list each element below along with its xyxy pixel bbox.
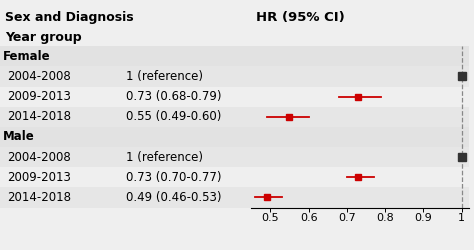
Text: 2004-2008: 2004-2008 bbox=[8, 150, 71, 164]
Text: 2009-2013: 2009-2013 bbox=[8, 171, 72, 184]
Bar bbox=[251, 66, 469, 86]
Bar bbox=[0, 187, 251, 208]
Text: 0.73 (0.68-0.79): 0.73 (0.68-0.79) bbox=[126, 90, 221, 103]
Text: 2014-2018: 2014-2018 bbox=[8, 191, 72, 204]
Text: 1 (reference): 1 (reference) bbox=[126, 150, 202, 164]
Text: Female: Female bbox=[2, 50, 50, 63]
Text: HR (95% CI): HR (95% CI) bbox=[256, 11, 345, 24]
Bar bbox=[251, 167, 469, 187]
Bar bbox=[251, 107, 469, 127]
Text: 0.73 (0.70-0.77): 0.73 (0.70-0.77) bbox=[126, 171, 221, 184]
Text: Year group: Year group bbox=[5, 30, 82, 44]
Text: 0.49 (0.46-0.53): 0.49 (0.46-0.53) bbox=[126, 191, 221, 204]
Text: Male: Male bbox=[2, 130, 34, 143]
Text: 0.55 (0.49-0.60): 0.55 (0.49-0.60) bbox=[126, 110, 221, 123]
Bar bbox=[0, 66, 251, 86]
Bar bbox=[0, 127, 251, 147]
Bar bbox=[251, 127, 469, 147]
Text: 2004-2008: 2004-2008 bbox=[8, 70, 71, 83]
Text: 1 (reference): 1 (reference) bbox=[126, 70, 202, 83]
Bar bbox=[0, 147, 251, 167]
Bar bbox=[251, 86, 469, 107]
Text: 2014-2018: 2014-2018 bbox=[8, 110, 72, 123]
Bar bbox=[251, 147, 469, 167]
Bar bbox=[0, 86, 251, 107]
Text: Sex and Diagnosis: Sex and Diagnosis bbox=[5, 11, 133, 24]
Bar bbox=[0, 46, 251, 66]
Text: 2009-2013: 2009-2013 bbox=[8, 90, 72, 103]
Bar bbox=[0, 107, 251, 127]
Bar bbox=[251, 187, 469, 208]
Bar bbox=[251, 46, 469, 66]
Bar bbox=[0, 167, 251, 187]
